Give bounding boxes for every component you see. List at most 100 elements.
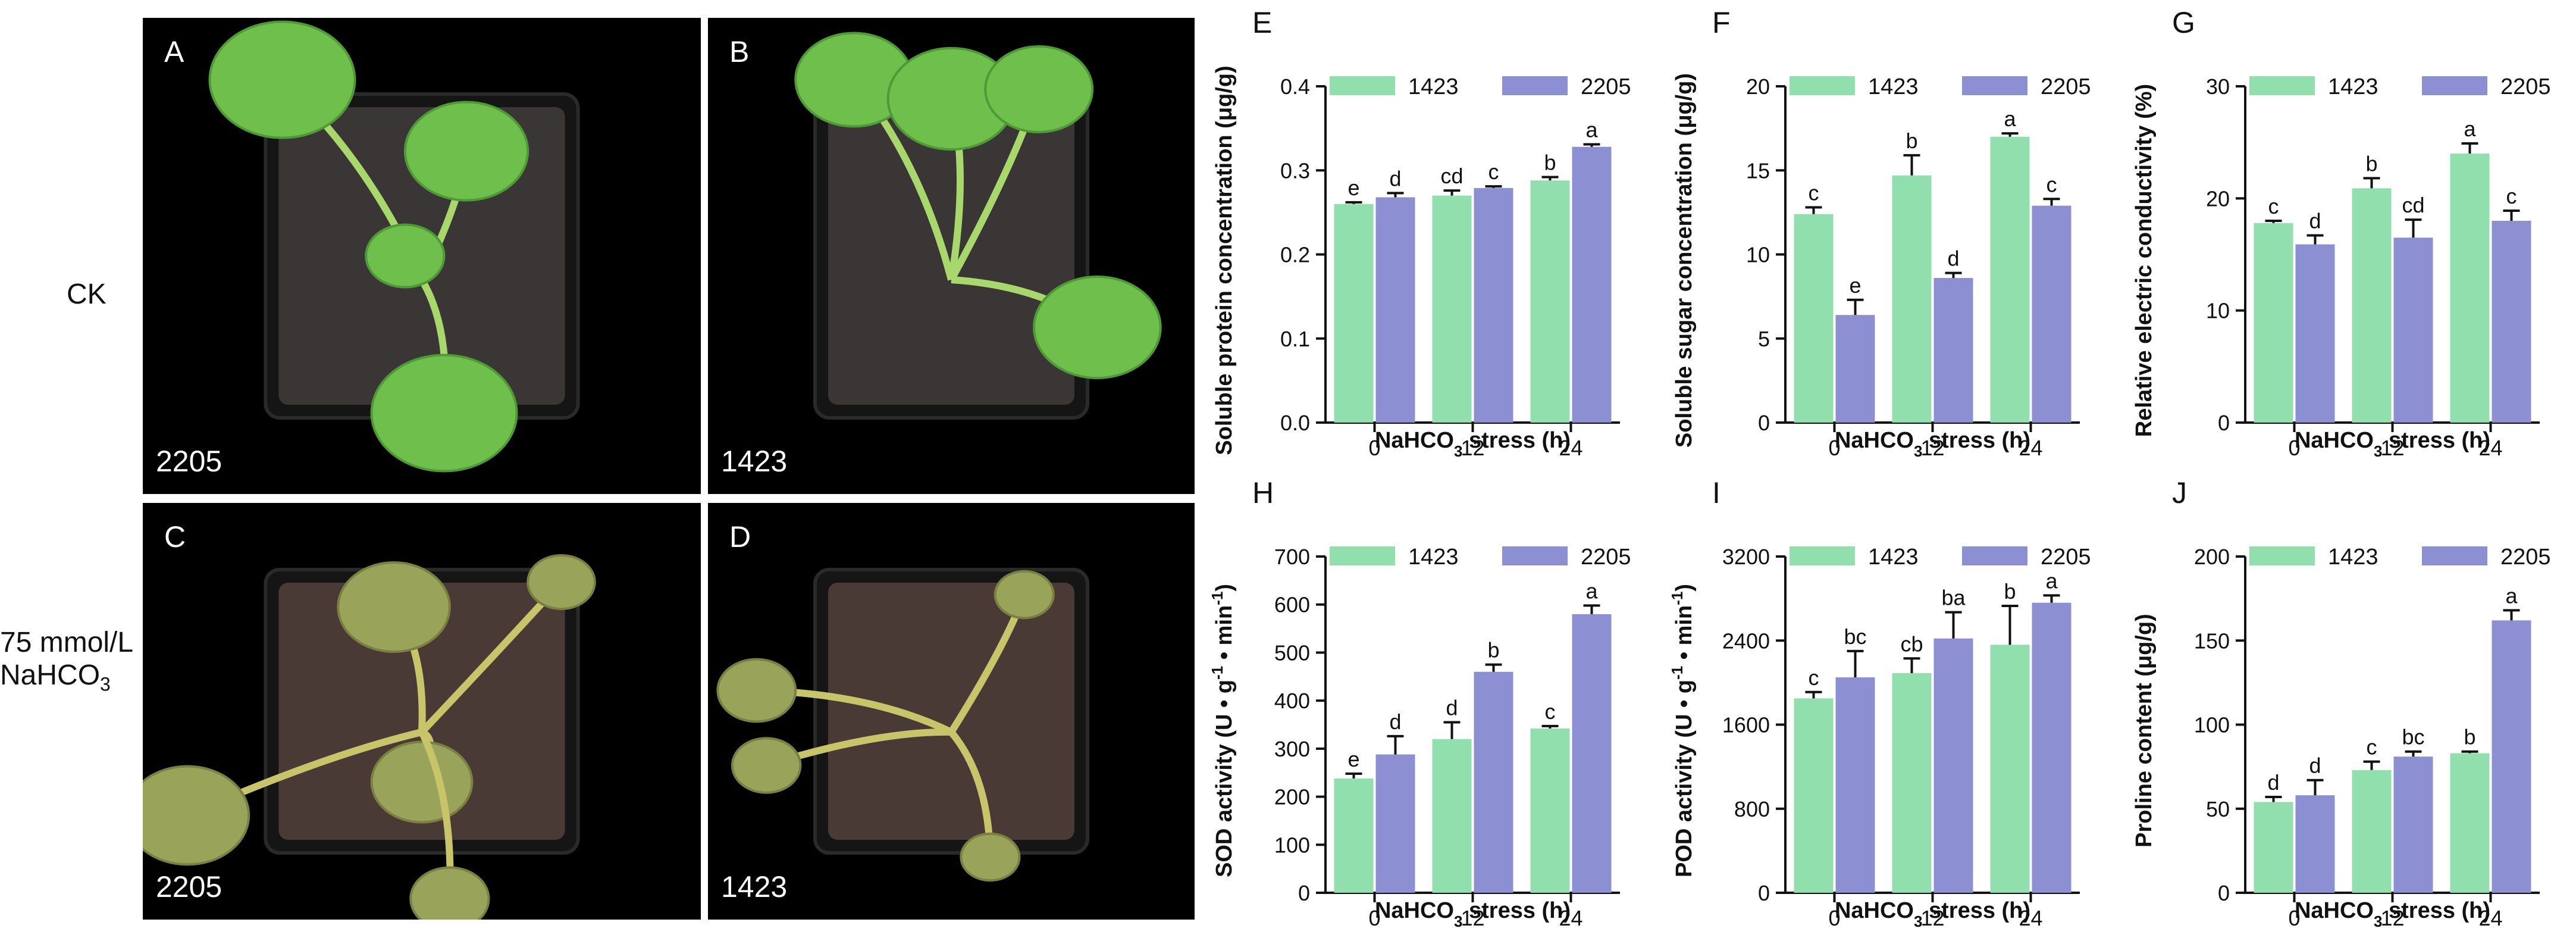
y-axis-title: POD activity (U • g-1 • min-1) xyxy=(1668,584,1697,877)
leaf xyxy=(370,740,474,824)
y-tick-label: 0 xyxy=(2218,881,2230,905)
significance-letter: d xyxy=(2309,754,2321,778)
legend: 1423 2205 xyxy=(2249,74,2551,99)
y-axis-title: Relative electric conductivity (%) xyxy=(2132,84,2157,437)
y-tick-label: 20 xyxy=(1746,74,1770,99)
chart-g: G 1423 2205 0 10 20 30 c d 0 b cd 12 a c 24 NaHCO3 stres… xyxy=(2116,0,2575,470)
y-tick-label: 0 xyxy=(2218,411,2230,435)
panel-letter: E xyxy=(1252,6,1272,39)
panel-cultivar-label: 1423 xyxy=(721,445,788,478)
leaf xyxy=(994,570,1055,620)
bar xyxy=(2032,205,2072,423)
bar xyxy=(2352,770,2392,893)
legend-label: 1423 xyxy=(2328,74,2378,99)
legend: 1423 2205 xyxy=(1790,545,2091,570)
legend-swatch xyxy=(2249,546,2315,565)
y-tick-label: 0.0 xyxy=(1280,411,1310,435)
significance-letter: cb xyxy=(1900,631,1923,656)
significance-letter: d xyxy=(2309,208,2321,233)
significance-letter: b xyxy=(2365,151,2377,176)
legend: 1423 2205 xyxy=(1330,545,1631,570)
leaf xyxy=(208,20,356,139)
y-tick-label: 1600 xyxy=(1722,713,1770,737)
significance-letter: a xyxy=(2045,568,2058,593)
row-label-ck-text: CK xyxy=(67,279,106,310)
bar xyxy=(2393,237,2433,423)
row-label-stress-line1: 75 mmol/L xyxy=(0,627,134,658)
plant-photo xyxy=(208,20,580,473)
bar xyxy=(2032,602,2072,893)
x-axis-title: NaHCO3 stress (h) xyxy=(1375,898,1571,930)
x-tick-label: 24 xyxy=(2478,906,2502,930)
bar xyxy=(1530,180,1570,423)
x-tick-label: 24 xyxy=(2019,906,2042,930)
significance-letter: b xyxy=(2004,579,2016,604)
significance-letter: a xyxy=(2004,107,2016,131)
bar-chart-svg: J 1423 2205 0 50 100 150 200 d d 0 c bc 12 b a 24NaHCO3 … xyxy=(2132,476,2551,930)
panel-letter: D xyxy=(729,520,751,554)
y-axis-title: Soluble protein concentration (μg/g) xyxy=(1212,65,1237,455)
significance-letter: c xyxy=(1488,160,1499,184)
legend-swatch xyxy=(2422,546,2487,565)
bar xyxy=(1892,175,1932,423)
bar xyxy=(1375,197,1415,423)
x-tick-label: 12 xyxy=(1920,906,1944,930)
significance-letter: d xyxy=(2267,770,2279,795)
bar xyxy=(1375,754,1415,893)
photo-panel-c: C 2205 xyxy=(143,503,701,920)
y-tick-label: 150 xyxy=(2194,629,2230,653)
photo-section: CK 75 mmol/L NaHCO3 A 2205 B 1423 C 2205 D 1423 xyxy=(0,0,1196,941)
legend-label: 1423 xyxy=(1408,545,1459,570)
significance-letter: b xyxy=(1487,638,1499,662)
legend: 1423 2205 xyxy=(1790,74,2091,99)
panel-letter: F xyxy=(1712,6,1731,39)
significance-letter: b xyxy=(1906,129,1917,153)
y-tick-label: 0.2 xyxy=(1280,243,1310,267)
bar xyxy=(1530,728,1570,893)
y-tick-label: 300 xyxy=(1274,737,1310,761)
x-tick-label: 12 xyxy=(1461,906,1484,930)
bar xyxy=(2295,795,2335,893)
bar xyxy=(1334,204,1374,423)
y-tick-label: 500 xyxy=(1274,640,1310,665)
y-tick-label: 3200 xyxy=(1722,545,1770,569)
bar xyxy=(1334,778,1374,893)
y-tick-label: 50 xyxy=(2206,797,2230,821)
significance-letter: d xyxy=(1446,695,1458,720)
y-tick-label: 0 xyxy=(1758,881,1770,905)
leaf xyxy=(527,554,596,611)
chart-i: I 1423 2205 0 800 1600 2400 3200 c bc 0 cb ba 12 b a 24 N… xyxy=(1656,470,2116,940)
legend-swatch xyxy=(2422,76,2487,95)
panel-letter: A xyxy=(164,35,184,68)
chart-section: E 1423 2205 0.0 0.1 0.2 0.3 0.4 e d 0 cd c 12 b a 24 NaHC… xyxy=(1196,0,2576,941)
bar xyxy=(1835,677,1875,893)
row-label-ck: CK xyxy=(67,278,106,311)
x-tick-label: 12 xyxy=(2380,906,2404,930)
leaf xyxy=(984,45,1094,133)
legend-swatch xyxy=(1790,76,1855,95)
bar xyxy=(1474,187,1513,423)
x-tick-label: 0 xyxy=(1828,906,1840,930)
plant-photo xyxy=(716,568,1090,882)
significance-letter: c xyxy=(1809,665,1819,690)
y-tick-label: 2400 xyxy=(1722,629,1770,653)
y-tick-label: 0.3 xyxy=(1280,158,1310,183)
photo-panel-d: D 1423 xyxy=(708,503,1195,920)
panel-letter: J xyxy=(2172,476,2187,509)
y-tick-label: 800 xyxy=(1734,797,1770,821)
x-tick-label: 12 xyxy=(1920,436,1944,460)
y-tick-label: 0 xyxy=(1298,881,1310,905)
legend-swatch xyxy=(1330,76,1395,95)
x-tick-label: 12 xyxy=(1461,436,1484,460)
legend-label: 1423 xyxy=(1868,545,1919,570)
significance-letter: b xyxy=(2464,725,2475,749)
y-tick-label: 10 xyxy=(1746,243,1770,267)
legend-swatch xyxy=(1502,76,1568,95)
legend-swatch xyxy=(1962,76,2027,95)
bar xyxy=(1794,698,1834,893)
bar xyxy=(1933,278,1973,423)
legend: 1423 2205 xyxy=(1330,74,1631,99)
significance-letter: ba xyxy=(1941,586,1966,610)
